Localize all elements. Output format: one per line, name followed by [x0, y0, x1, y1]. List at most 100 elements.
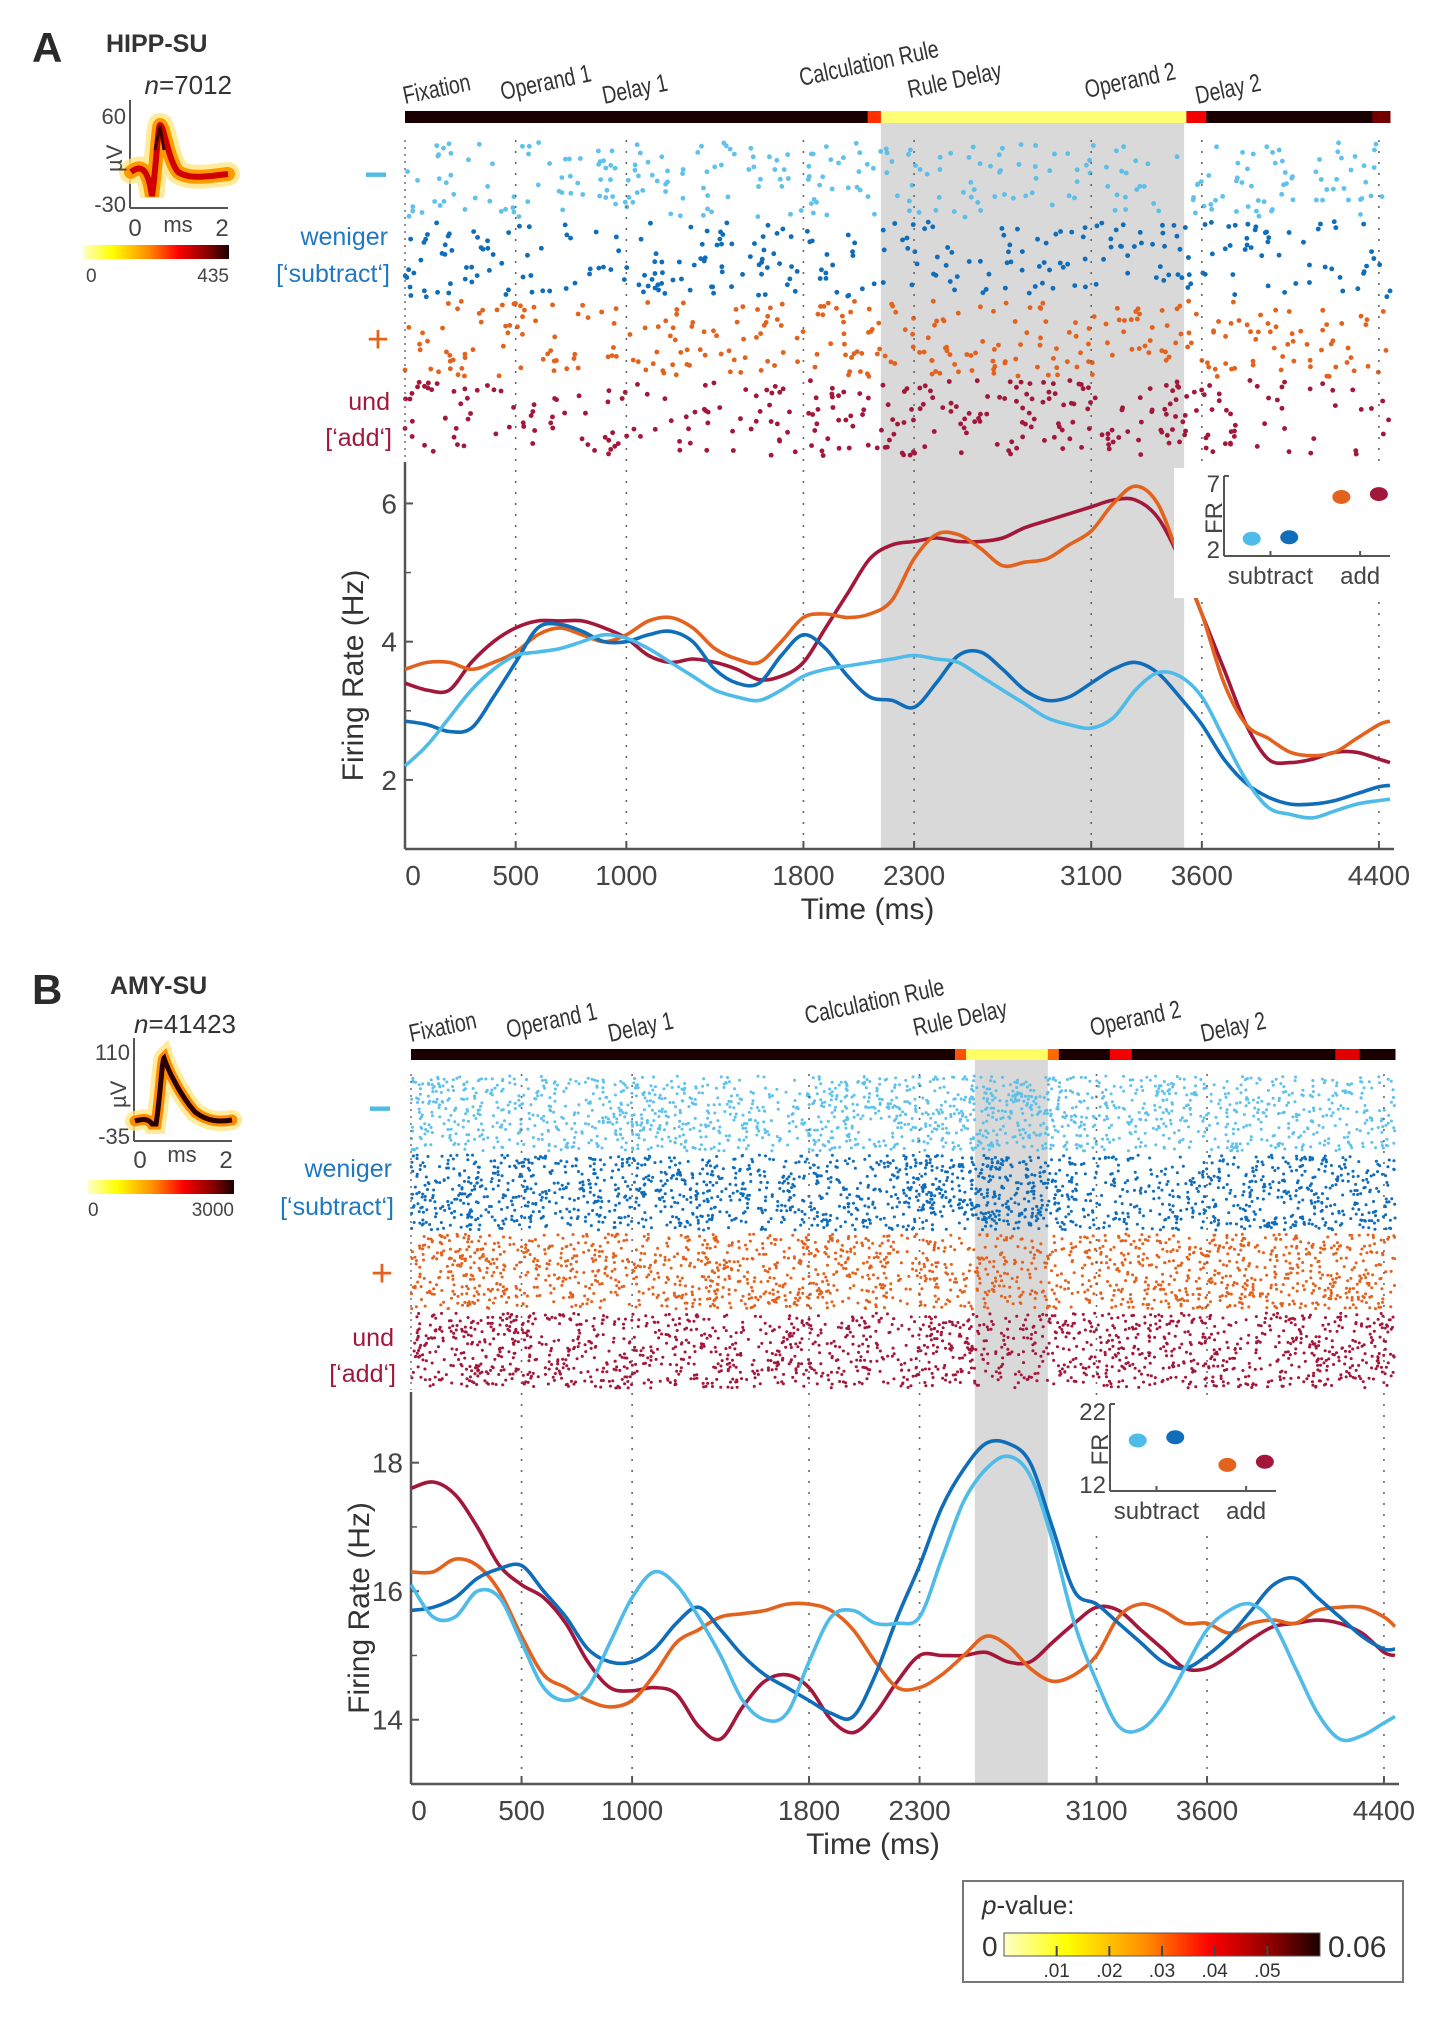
raster-spikes: [402, 378, 1391, 458]
legend-max-label: 0.06: [1328, 1931, 1386, 1964]
legend-tick-label: .02: [1096, 1961, 1122, 1982]
inset-x-tick-label: add: [1226, 1498, 1266, 1525]
waveform-ylabel: µV: [102, 144, 127, 172]
mean-fr-inset: 12 22 FR subtract add: [1060, 1396, 1284, 1533]
inset-y-tick-label: 7: [1207, 471, 1220, 498]
pvalue-segment: [1206, 111, 1373, 123]
unit-count: n=41423: [134, 1009, 236, 1039]
legend-ticks: .01 .02 .03 .04 .05: [1043, 1946, 1281, 1982]
raster-band-add-orange: [409, 1232, 1397, 1311]
legend-min-label: 0: [982, 1931, 998, 1962]
x-tick-label: 4400: [1348, 860, 1410, 891]
inset-y-tick-label: 12: [1079, 1472, 1106, 1499]
inset-point-add-orange: [1332, 489, 1351, 504]
condition-labels: − weniger [‘subtract‘] + und [‘add‘]: [280, 1087, 396, 1388]
inset-y-tick-label: 22: [1079, 1399, 1106, 1426]
plus-symbol: +: [371, 1253, 393, 1295]
panel-b: B AMY-SU n=41423 110 -35 µV 0 ms 2 0 300…: [32, 966, 1415, 1861]
x-tick-label: 2300: [883, 860, 945, 891]
x-tick-label: 2300: [888, 1795, 950, 1826]
raster-spikes: [410, 1311, 1396, 1390]
raster-band-subtract-dark: [402, 219, 1393, 300]
legend-title: p-value:: [981, 1890, 1075, 1920]
legend-box: [962, 1880, 1404, 1983]
y-axis-label: Firing Rate (Hz): [337, 570, 370, 782]
fr-line-add-crimson: [410, 1480, 1396, 1742]
fr-line-add-orange: [410, 1557, 1397, 1709]
minus-symbol: −: [364, 153, 387, 197]
waveform-peak: [129, 121, 229, 197]
pvalue-segment: [1131, 1049, 1336, 1060]
pvalue-timeline-bar: [405, 111, 1391, 123]
y-tick-label: 4: [381, 627, 397, 658]
x-tick-label: 1800: [778, 1795, 840, 1826]
panel-letter: A: [32, 24, 62, 71]
waveform-x0: 0: [128, 215, 141, 242]
x-tick-label: 0: [405, 860, 421, 891]
waveform-inset: 60 -30 µV 0 ms 2 0 435: [83, 100, 240, 287]
raster-band-add-orange: [402, 298, 1389, 379]
epoch-label: Fixation: [406, 1006, 479, 1047]
y-tick-label: 2: [381, 765, 397, 796]
pvalue-segment: [966, 1049, 1049, 1060]
pvalue-segment: [867, 111, 882, 123]
add-word: und: [348, 388, 390, 416]
y-tick-label: 18: [372, 1448, 403, 1479]
x-tick-label: 3100: [1065, 1795, 1127, 1826]
raster-spikes: [402, 219, 1393, 300]
inset-point-add-crimson: [1369, 487, 1388, 502]
waveform-ymin: -35: [98, 1124, 130, 1149]
firing-rate-plot: 14 16 18 0 500 1000 1800 2300 3100 3600 4400 Time (…: [343, 1074, 1415, 1861]
plus-symbol: +: [367, 319, 389, 361]
add-tag: [‘add‘]: [329, 1360, 396, 1388]
epoch-label: Operand 1: [504, 997, 600, 1043]
waveform-x2: 2: [219, 1147, 232, 1174]
subtract-word: weniger: [303, 1155, 392, 1183]
fr-line-add-crimson: [404, 496, 1391, 766]
fr-line-subtract-light: [409, 1454, 1396, 1743]
waveform-ylabel: µV: [106, 1080, 131, 1108]
inset-point-subtract-dark: [1166, 1430, 1185, 1445]
fr-line-subtract-dark: [410, 1438, 1396, 1721]
pvalue-segment: [1372, 111, 1391, 123]
pvalue-segment: [411, 1049, 956, 1060]
subtract-word: weniger: [299, 223, 388, 251]
raster-spikes: [402, 298, 1389, 379]
inset-y-label: FR: [1201, 502, 1228, 534]
pvalue-legend: p-value: 0 0.06 .01 .02 .03 .04 .05: [962, 1880, 1404, 1983]
waveform-x2: 2: [215, 215, 228, 242]
minus-symbol: −: [368, 1087, 391, 1131]
density-colorbar: [83, 245, 229, 259]
y-axis-label: Firing Rate (Hz): [343, 1502, 376, 1714]
inset-point-add-orange: [1218, 1457, 1237, 1472]
x-tick-label: 3600: [1176, 1795, 1238, 1826]
inset-point-subtract-light: [1242, 531, 1261, 546]
pvalue-segment: [1335, 1049, 1361, 1060]
waveform-xunit: ms: [163, 212, 192, 237]
x-tick-label: 3600: [1171, 860, 1233, 891]
unit-count: n=7012: [145, 70, 233, 100]
y-tick-label: 14: [372, 1705, 403, 1736]
inset-x-tick-label: subtract: [1228, 563, 1314, 590]
fr-line-add-orange: [404, 484, 1391, 758]
raster-spikes: [405, 140, 1385, 220]
pvalue-segment: [405, 111, 869, 123]
waveform-max-density: [153, 125, 166, 151]
pvalue-segment: [880, 111, 1187, 123]
waveform-ymax: 110: [95, 1040, 130, 1065]
x-tick-label: 0: [411, 1795, 427, 1826]
waveform-x0: 0: [133, 1147, 146, 1174]
raster-band-add-crimson: [402, 378, 1391, 458]
mean-fr-inset: 2 7 FR subtract add: [1174, 468, 1398, 598]
epoch-label: Delay 1: [600, 68, 670, 109]
x-tick-label: 1000: [601, 1795, 663, 1826]
legend-tick-label: .03: [1149, 1961, 1175, 1982]
x-tick-label: 1800: [772, 860, 834, 891]
epoch-labels: Fixation Operand 1 Delay 1 Calculation Rule…: [406, 973, 1268, 1048]
region-title: HIPP-SU: [106, 30, 207, 58]
epoch-label: Delay 1: [605, 1006, 675, 1047]
firing-rate-plot: 2 4 6 0 500 1000 1800 2300 3100 3600 4400 Time (ms)…: [337, 140, 1410, 926]
raster-spikes: [409, 1153, 1397, 1232]
add-tag: [‘add‘]: [325, 424, 392, 452]
